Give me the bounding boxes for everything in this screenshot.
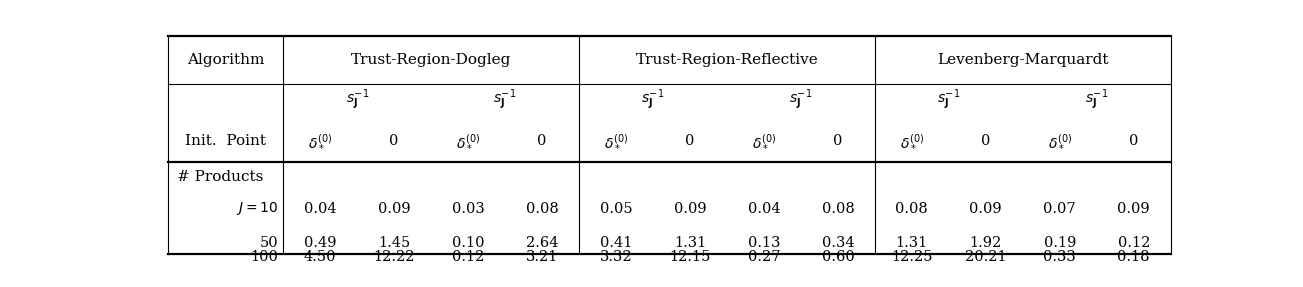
Text: 0.05: 0.05 — [599, 202, 632, 216]
Text: 20.21: 20.21 — [966, 250, 1007, 264]
Text: $s_{\mathbf{J}}^{-1}$: $s_{\mathbf{J}}^{-1}$ — [494, 88, 517, 112]
Text: 0.04: 0.04 — [748, 202, 780, 216]
Text: 0.33: 0.33 — [1044, 250, 1076, 264]
Text: 0.13: 0.13 — [748, 236, 780, 250]
Text: 0: 0 — [390, 133, 399, 148]
Text: 0.08: 0.08 — [821, 202, 855, 216]
Text: Trust-Region-Reflective: Trust-Region-Reflective — [636, 53, 818, 67]
Text: Algorithm: Algorithm — [186, 53, 265, 67]
Text: 0.12: 0.12 — [1118, 236, 1149, 250]
Text: $s_{\mathbf{J}}^{-1}$: $s_{\mathbf{J}}^{-1}$ — [345, 88, 369, 112]
Text: 0.09: 0.09 — [969, 202, 1002, 216]
Text: $s_{\mathbf{J}}^{-1}$: $s_{\mathbf{J}}^{-1}$ — [641, 88, 665, 112]
Text: 1.92: 1.92 — [969, 236, 1002, 250]
Text: 0.34: 0.34 — [822, 236, 855, 250]
Text: $s_{\mathbf{J}}^{-1}$: $s_{\mathbf{J}}^{-1}$ — [937, 88, 960, 112]
Text: 3.21: 3.21 — [526, 250, 558, 264]
Text: $\delta_*^{(0)}$: $\delta_*^{(0)}$ — [1048, 132, 1072, 149]
Text: 0.09: 0.09 — [378, 202, 410, 216]
Text: 0: 0 — [537, 133, 547, 148]
Text: 0.04: 0.04 — [304, 202, 336, 216]
Text: Init.  Point: Init. Point — [185, 133, 266, 148]
Text: 12.15: 12.15 — [670, 250, 710, 264]
Text: $J=10$: $J=10$ — [236, 200, 279, 218]
Text: 0: 0 — [1128, 133, 1139, 148]
Text: 0.08: 0.08 — [895, 202, 928, 216]
Text: 0: 0 — [981, 133, 990, 148]
Text: Trust-Region-Dogleg: Trust-Region-Dogleg — [351, 53, 511, 67]
Text: 0: 0 — [685, 133, 694, 148]
Text: # Products: # Products — [177, 170, 263, 184]
Text: 1.45: 1.45 — [378, 236, 410, 250]
Text: 0.07: 0.07 — [1044, 202, 1076, 216]
Text: 0.09: 0.09 — [674, 202, 706, 216]
Text: $\delta_*^{(0)}$: $\delta_*^{(0)}$ — [752, 132, 777, 149]
Text: $\delta_*^{(0)}$: $\delta_*^{(0)}$ — [899, 132, 924, 149]
Text: 0.03: 0.03 — [452, 202, 485, 216]
Text: $\delta_*^{(0)}$: $\delta_*^{(0)}$ — [308, 132, 332, 149]
Text: $s_{\mathbf{J}}^{-1}$: $s_{\mathbf{J}}^{-1}$ — [1085, 88, 1109, 112]
Text: 1.31: 1.31 — [895, 236, 928, 250]
Text: 0.49: 0.49 — [304, 236, 336, 250]
Text: 0.10: 0.10 — [452, 236, 485, 250]
Text: 4.50: 4.50 — [304, 250, 336, 264]
Text: 12.25: 12.25 — [891, 250, 933, 264]
Text: $\delta_*^{(0)}$: $\delta_*^{(0)}$ — [603, 132, 628, 149]
Text: 1.31: 1.31 — [674, 236, 706, 250]
Text: 50: 50 — [259, 236, 279, 250]
Text: 0.19: 0.19 — [1044, 236, 1076, 250]
Text: 0.60: 0.60 — [821, 250, 855, 264]
Text: 0.12: 0.12 — [452, 250, 485, 264]
Text: 2.64: 2.64 — [526, 236, 558, 250]
Text: 0.18: 0.18 — [1118, 250, 1151, 264]
Text: $\delta_*^{(0)}$: $\delta_*^{(0)}$ — [456, 132, 481, 149]
Text: 0.09: 0.09 — [1118, 202, 1151, 216]
Text: 0.41: 0.41 — [599, 236, 632, 250]
Text: 0.08: 0.08 — [525, 202, 559, 216]
Text: 100: 100 — [250, 250, 279, 264]
Text: 3.32: 3.32 — [599, 250, 632, 264]
Text: 12.22: 12.22 — [374, 250, 414, 264]
Text: $s_{\mathbf{J}}^{-1}$: $s_{\mathbf{J}}^{-1}$ — [790, 88, 813, 112]
Text: 0.27: 0.27 — [748, 250, 780, 264]
Text: Levenberg-Marquardt: Levenberg-Marquardt — [937, 53, 1109, 67]
Text: 0: 0 — [833, 133, 843, 148]
